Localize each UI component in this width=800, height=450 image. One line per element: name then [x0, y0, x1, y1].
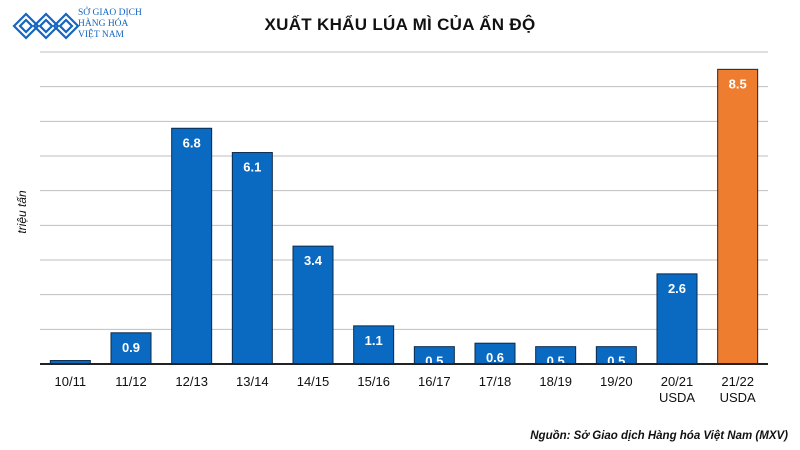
logo-line: HÀNG HÓA — [78, 19, 129, 29]
sgd-logo-icon — [12, 12, 80, 40]
x-tick-label: 17/18 — [479, 374, 512, 389]
data-label: 0.6 — [486, 350, 504, 365]
bar — [656, 273, 698, 365]
x-tick-label: 15/16 — [357, 374, 390, 389]
x-tick-label: 16/17 — [418, 374, 451, 389]
bar — [171, 127, 213, 365]
source-note: Nguồn: Sở Giao dịch Hàng hóa Việt Nam (M… — [530, 430, 788, 442]
x-tick-label: 12/13 — [175, 374, 208, 389]
data-label: 0.5 — [547, 354, 565, 369]
data-label: 0.5 — [425, 354, 443, 369]
data-label: 0.5 — [607, 354, 625, 369]
chart-title: XUẤT KHẨU LÚA MÌ CỦA ẤN ĐỘ — [264, 15, 536, 34]
data-label: 6.8 — [183, 135, 201, 150]
data-label: 2.6 — [668, 281, 686, 296]
x-tick-label: 21/22 — [721, 374, 754, 389]
bar — [292, 245, 334, 365]
x-tick-label: USDA — [720, 390, 756, 405]
logo-line: SỞ GIAO DỊCH — [78, 8, 142, 18]
data-label: 8.5 — [729, 76, 747, 91]
logo-line: VIỆT NAM — [78, 30, 125, 40]
x-tick-label: 20/21 — [661, 374, 694, 389]
x-tick-label: 18/19 — [539, 374, 572, 389]
data-label: 6.1 — [243, 160, 261, 175]
bar — [353, 325, 395, 365]
bar — [110, 332, 152, 365]
x-tick-label: 19/20 — [600, 374, 633, 389]
data-label: 1.1 — [365, 333, 383, 348]
x-tick-label: 13/14 — [236, 374, 269, 389]
logo-text: SỞ GIAO DỊCH HÀNG HÓA VIỆT NAM — [78, 8, 142, 41]
data-label: 3.4 — [304, 253, 323, 268]
x-tick-label: 10/11 — [55, 374, 87, 389]
x-tick-label: 14/15 — [297, 374, 330, 389]
data-label: 0.9 — [122, 340, 140, 355]
bar — [231, 152, 273, 365]
x-tick-label: 11/12 — [115, 374, 147, 389]
bar — [717, 68, 759, 365]
x-tick-label: USDA — [659, 390, 695, 405]
